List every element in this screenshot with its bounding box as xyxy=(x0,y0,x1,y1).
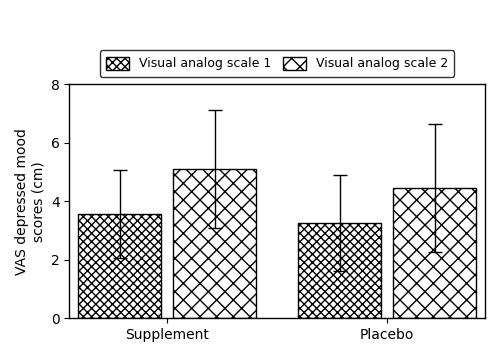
Bar xyxy=(174,169,256,318)
Bar xyxy=(393,188,476,318)
Bar xyxy=(78,214,162,318)
Bar xyxy=(298,223,381,318)
Y-axis label: VAS depressed mood
scores (cm): VAS depressed mood scores (cm) xyxy=(15,128,45,275)
Legend: Visual analog scale 1, Visual analog scale 2: Visual analog scale 1, Visual analog sca… xyxy=(100,50,455,77)
